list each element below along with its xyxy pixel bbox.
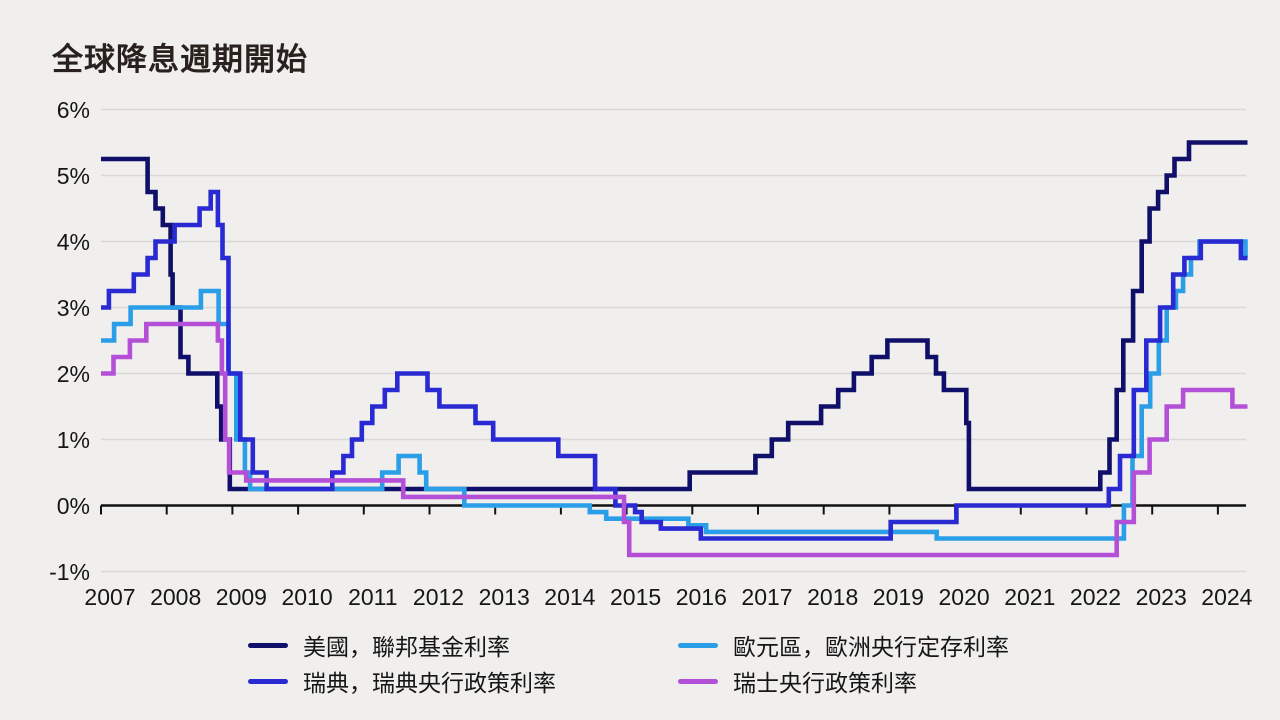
x-tick-label: 2014 [544,584,596,610]
series-line [101,189,1248,541]
x-tick-label: 2015 [610,584,662,610]
x-tick-label: 2010 [281,584,333,610]
x-tick-label: 2022 [1069,584,1122,610]
x-tick-label: 2023 [1135,584,1187,610]
x-tick-label: 2008 [150,584,202,610]
legend-label: 歐元區，歐洲央行定存利率 [733,634,1009,660]
x-tick-label: 2007 [84,584,136,610]
x-tick-label: 2011 [348,584,398,610]
y-tick-label: 0% [56,492,90,519]
y-tick-label: 6% [56,96,90,123]
series-line [101,239,1248,541]
legend-label: 瑞士央行政策利率 [733,670,917,696]
series-line [101,321,1248,558]
y-tick-label: 1% [56,426,90,453]
chart-legend: 美國，聯邦基金利率 歐元區，歐洲央行定存利率瑞典，瑞典央行政策利率 瑞士央行政策利率 [248,629,1009,697]
legend-swatch-icon [678,678,718,684]
legend-item: 歐元區，歐洲央行定存利率 [678,629,1009,661]
legend-item: 瑞士央行政策利率 [678,665,1009,697]
legend-swatch-icon [678,642,718,648]
x-tick-label: 2016 [675,584,727,610]
x-tick-label: 2013 [478,584,530,610]
x-tick-label: 2009 [215,584,267,610]
y-tick-label: 2% [56,360,90,387]
legend-item: 瑞典，瑞典央行政策利率 [248,665,678,697]
y-tick-label: -1% [49,558,90,585]
x-tick-label: 2024 [1201,584,1253,610]
x-tick-label: 2019 [872,584,924,610]
legend-label: 瑞典，瑞典央行政策利率 [303,670,556,696]
chart-plot-area [100,108,1248,573]
y-tick-label: 4% [56,228,90,255]
y-tick-label: 3% [56,294,90,321]
legend-label: 美國，聯邦基金利率 [303,634,510,660]
y-tick-label: 5% [56,162,90,189]
x-tick-label: 2017 [741,584,793,610]
x-tick-label: 2020 [938,584,990,610]
legend-item: 美國，聯邦基金利率 [248,629,678,661]
x-tick-label: 2012 [412,584,465,610]
legend-swatch-icon [248,642,288,648]
x-tick-label: 2018 [807,584,859,610]
series-line [101,140,1248,492]
legend-swatch-icon [248,678,288,684]
x-tick-label: 2021 [1004,584,1056,610]
chart-title: 全球降息週期開始 [52,42,308,77]
